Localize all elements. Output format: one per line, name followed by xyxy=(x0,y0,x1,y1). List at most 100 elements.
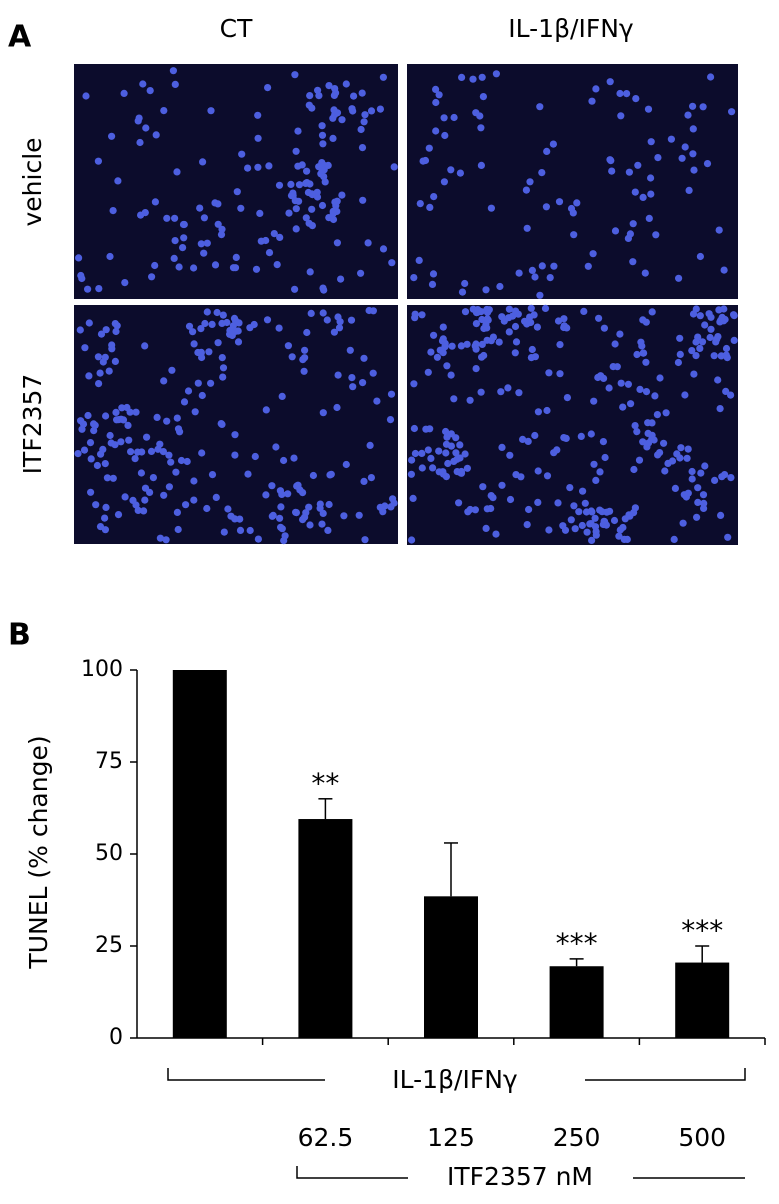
nucleus xyxy=(291,71,299,79)
row-label: ITF2357 xyxy=(18,374,47,475)
nucleus xyxy=(331,198,339,206)
nucleus xyxy=(584,262,592,270)
nucleus xyxy=(308,205,316,213)
nucleus xyxy=(492,530,500,538)
nucleus xyxy=(298,161,306,169)
nucleus xyxy=(102,326,110,334)
nucleus xyxy=(124,421,132,429)
nucleus xyxy=(84,411,92,420)
nucleus xyxy=(373,397,381,405)
nucleus xyxy=(717,511,725,519)
nucleus xyxy=(415,256,423,264)
nucleus xyxy=(456,454,464,462)
significance: ** xyxy=(311,767,339,800)
nucleus xyxy=(699,103,707,111)
nucleus xyxy=(590,460,598,468)
nucleus xyxy=(118,404,126,412)
nucleus xyxy=(569,209,577,217)
nucleus xyxy=(692,352,700,360)
nucleus xyxy=(84,285,92,293)
nucleus xyxy=(93,461,101,470)
nucleus xyxy=(442,449,450,457)
nucleus xyxy=(472,365,480,373)
nucleus xyxy=(276,487,284,495)
nucleus xyxy=(728,108,736,116)
nucleus xyxy=(179,244,187,252)
nucleus xyxy=(656,374,664,382)
nucleus xyxy=(661,467,669,475)
y-tick-label: 50 xyxy=(95,841,123,866)
nucleus xyxy=(675,274,683,282)
nucleus xyxy=(211,261,220,269)
nucleus xyxy=(727,391,735,399)
nucleus xyxy=(483,324,491,332)
nucleus xyxy=(355,511,363,519)
nucleus xyxy=(571,525,579,533)
nucleus xyxy=(642,358,650,366)
nucleus xyxy=(589,250,597,258)
nucleus xyxy=(171,214,179,222)
nucleus xyxy=(621,515,629,523)
nucleus xyxy=(120,89,128,97)
nucleus xyxy=(105,367,113,375)
nucleus xyxy=(495,338,503,346)
nucleus xyxy=(218,225,226,233)
nucleus xyxy=(121,279,129,287)
nucleus xyxy=(152,131,160,139)
nucleus xyxy=(671,484,680,492)
nucleus xyxy=(546,274,554,282)
nucleus xyxy=(713,335,721,343)
nucleus xyxy=(224,505,232,513)
nucleus xyxy=(676,350,684,358)
dose-bracket xyxy=(296,1166,745,1179)
nucleus xyxy=(418,311,426,319)
nucleus xyxy=(163,214,171,222)
nucleus xyxy=(367,107,376,115)
nucleus xyxy=(86,439,95,447)
nucleus xyxy=(254,535,262,543)
nucleus xyxy=(117,438,125,446)
nucleus xyxy=(727,474,735,482)
nucleus xyxy=(358,89,366,97)
nucleus xyxy=(452,449,460,457)
nucleus xyxy=(330,328,338,336)
nucleus xyxy=(489,333,497,341)
nucleus xyxy=(229,322,237,330)
nucleus xyxy=(645,214,653,222)
nucleus xyxy=(214,339,222,347)
nucleus xyxy=(592,527,600,536)
nucleus xyxy=(427,454,435,462)
nucleus xyxy=(386,416,395,424)
nucleus xyxy=(173,168,181,176)
nucleus xyxy=(616,330,624,338)
nucleus xyxy=(318,201,327,210)
nucleus xyxy=(183,457,191,466)
nucleus xyxy=(268,512,276,520)
nucleus xyxy=(284,490,292,498)
nucleus xyxy=(416,200,424,208)
nucleus xyxy=(505,305,513,313)
nucleus xyxy=(681,391,689,399)
nucleus xyxy=(140,507,148,515)
nucleus xyxy=(196,204,204,212)
micrographs xyxy=(74,64,738,545)
nucleus xyxy=(615,532,623,540)
nucleus xyxy=(444,459,452,468)
nucleus xyxy=(198,391,206,400)
nucleus xyxy=(290,454,298,462)
nucleus xyxy=(153,413,161,421)
nucleus xyxy=(450,457,458,465)
column-label: IL-1β/IFNγ xyxy=(508,14,634,43)
nucleus xyxy=(421,156,430,165)
nucleus xyxy=(534,408,543,416)
nucleus xyxy=(553,446,561,454)
nucleus xyxy=(647,190,655,198)
nucleus xyxy=(472,109,480,117)
nucleus xyxy=(639,438,647,446)
nucleus xyxy=(689,310,698,318)
nucleus xyxy=(570,231,578,239)
nucleus xyxy=(160,491,168,499)
nucleus xyxy=(693,513,701,521)
nucleus xyxy=(578,521,586,530)
nucleus xyxy=(455,499,463,507)
